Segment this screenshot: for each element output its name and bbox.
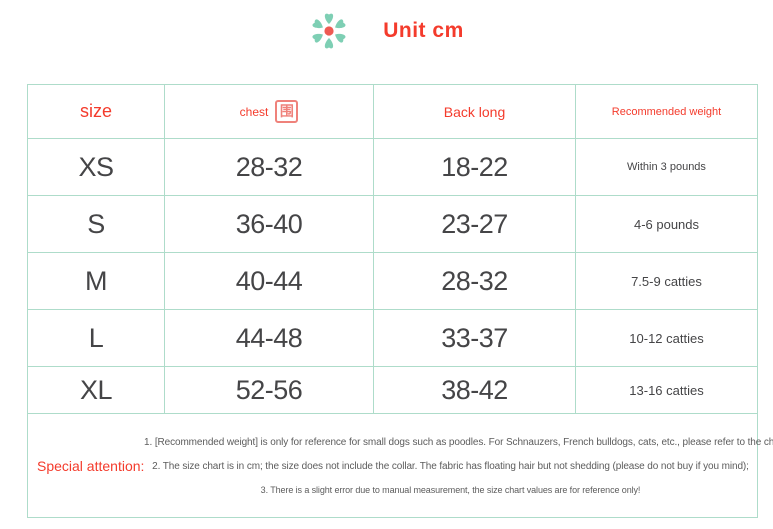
weight-value: 10-12 catties [575, 309, 758, 367]
back-long-value: 23-27 [373, 195, 576, 253]
size-value: M [27, 252, 165, 310]
header-back-long: Back long [373, 84, 576, 139]
table-row-l: L 44-48 33-37 10-12 catties [27, 309, 758, 367]
back-long-value: 38-42 [373, 366, 576, 414]
size-value: S [27, 195, 165, 253]
weight-value: 4-6 pounds [575, 195, 758, 253]
weight-value: 13-16 catties [575, 366, 758, 414]
table-row-xl: XL 52-56 38-42 13-16 catties [27, 366, 758, 414]
chest-girth-stamp-icon: 围 [275, 100, 299, 123]
note-item-2: 2. The size chart is in cm; the size doe… [152, 460, 749, 472]
header-size: size [27, 84, 165, 139]
table-row-m: M 40-44 28-32 7.5-9 catties [27, 252, 758, 310]
flower-icon [312, 13, 346, 49]
table-row-xs: XS 28-32 18-22 Within 3 pounds [27, 138, 758, 196]
chest-value: 52-56 [164, 366, 374, 414]
chest-value: 40-44 [164, 252, 374, 310]
back-long-value: 33-37 [373, 309, 576, 367]
size-value: XS [27, 138, 165, 196]
note-item-3: 3. There is a slight error due to manual… [260, 484, 641, 495]
header-chest: chest 围 [164, 84, 374, 139]
table-header-row: size chest 围 Back long Recommended weigh… [27, 84, 758, 139]
chest-value: 44-48 [164, 309, 374, 367]
weight-value: 7.5-9 catties [575, 252, 758, 310]
back-long-value: 18-22 [373, 138, 576, 196]
chest-value: 28-32 [164, 138, 374, 196]
back-long-value: 28-32 [373, 252, 576, 310]
header-recommended-weight: Recommended weight [575, 84, 758, 139]
notes-section: Special attention: 1. [Recommended weigh… [27, 413, 773, 518]
weight-value: Within 3 pounds [575, 138, 758, 196]
special-attention-label: Special attention: [37, 457, 145, 474]
size-chart-table: size chest 围 Back long Recommended weigh… [27, 84, 773, 518]
note-item-1: 1. [Recommended weight] is only for refe… [144, 436, 773, 448]
notes-list: 1. [Recommended weight] is only for refe… [144, 436, 773, 495]
chest-value: 36-40 [164, 195, 374, 253]
notes-row: Special attention: 1. [Recommended weigh… [27, 413, 773, 518]
unit-title: Unit cm [383, 19, 464, 42]
size-value: L [27, 309, 165, 367]
header-chest-label: chest [239, 104, 269, 119]
size-value: XL [27, 366, 165, 414]
table-row-s: S 36-40 23-27 4-6 pounds [27, 195, 758, 253]
page-header: Unit cm [0, 8, 773, 54]
